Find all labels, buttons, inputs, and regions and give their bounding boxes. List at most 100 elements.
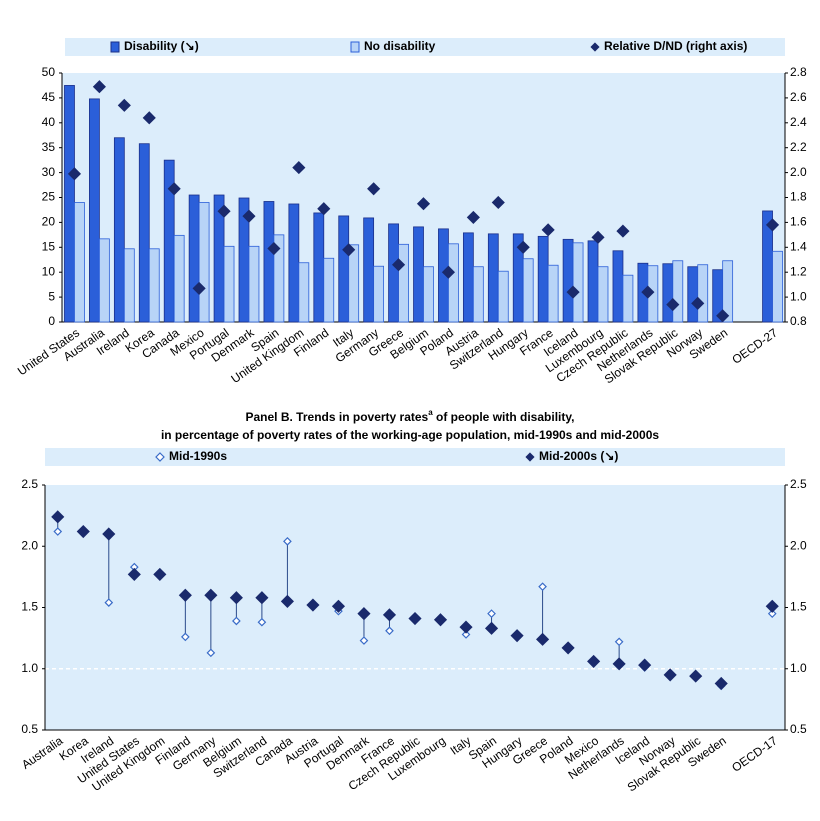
bar	[597, 266, 609, 323]
y2-tick-label: 2.6	[790, 90, 807, 104]
diamond-marker	[280, 594, 294, 608]
diamond-marker	[76, 524, 90, 539]
diamond-marker	[255, 591, 269, 605]
diamond-marker	[192, 281, 206, 295]
diamond-marker	[382, 608, 397, 622]
bar	[288, 203, 300, 323]
diamond-marker	[666, 298, 680, 312]
y2-tick-label: 2.5	[790, 477, 807, 491]
diamond-marker	[408, 611, 422, 626]
bar	[223, 245, 235, 323]
y-tick-label: 2.0	[21, 538, 38, 552]
y-tick-label: 5	[48, 289, 55, 303]
diamond-marker	[616, 224, 630, 238]
diamond-marker	[142, 111, 156, 125]
diamond-marker	[153, 567, 167, 581]
bar	[89, 98, 100, 323]
bar	[662, 263, 674, 323]
bar	[373, 265, 385, 323]
diamond-marker	[461, 630, 471, 639]
bar	[148, 248, 160, 323]
diamond-marker	[267, 241, 281, 256]
y-tick-label: 30	[42, 165, 56, 179]
diamond-marker	[663, 668, 677, 682]
bar	[572, 242, 584, 323]
diamond-marker	[167, 182, 181, 196]
legend-label: No disability	[364, 39, 436, 53]
bar	[423, 266, 434, 323]
bar	[622, 274, 634, 323]
bar	[522, 258, 534, 323]
legend-swatch	[110, 41, 120, 53]
diamond-marker	[714, 676, 728, 691]
diamond-marker	[102, 527, 116, 541]
bar	[298, 262, 310, 323]
bar	[363, 217, 375, 323]
diamond-marker	[331, 599, 346, 613]
diamond-marker	[232, 616, 241, 626]
title-text: Panel B. Trends in poverty rates	[246, 410, 429, 424]
legend-label: Disability (↘)	[124, 39, 199, 53]
y-tick-label: 2.5	[21, 477, 38, 491]
y-tick-label: 0.5	[21, 722, 38, 736]
y-tick-label: 20	[42, 215, 56, 229]
bar	[772, 250, 783, 323]
bar	[547, 264, 559, 323]
legend-background	[65, 38, 785, 56]
bar	[497, 270, 509, 323]
bar	[687, 266, 699, 323]
y-tick-label: 1.5	[21, 600, 38, 614]
diamond-marker	[206, 648, 216, 658]
diamond-marker	[317, 202, 331, 216]
x-tick-label: OECD-27	[729, 325, 780, 366]
bar	[348, 244, 360, 323]
bar	[487, 233, 499, 323]
bar	[273, 234, 285, 323]
y2-tick-label: 2.0	[790, 165, 807, 179]
diamond-marker	[180, 632, 190, 642]
y-tick-label: 25	[42, 190, 56, 204]
diamond-marker	[510, 629, 524, 643]
plot-background	[45, 485, 785, 730]
diamond-marker	[178, 588, 192, 602]
bar	[448, 243, 459, 323]
diamond-marker	[242, 209, 256, 223]
y-tick-label: 50	[42, 65, 56, 79]
diamond-marker	[487, 609, 496, 618]
legend-label: Relative D/ND (right axis)	[604, 39, 747, 53]
diamond-marker	[117, 98, 131, 112]
diamond-marker	[67, 167, 82, 181]
y2-tick-label: 1.8	[790, 190, 807, 204]
legend-swatch	[525, 452, 535, 462]
panel-title: Panel B. Trends in poverty ratesa of peo…	[246, 408, 575, 424]
diamond-marker	[51, 510, 65, 524]
y2-tick-label: 0.8	[790, 314, 807, 328]
title-text-rest: of people with disability,	[433, 410, 575, 424]
bar	[722, 260, 734, 323]
bar	[413, 226, 424, 323]
diamond-marker	[257, 617, 267, 627]
y2-tick-label: 1.4	[790, 239, 807, 253]
diamond-marker	[342, 243, 356, 257]
diamond-marker	[92, 80, 106, 94]
diamond-marker	[689, 669, 703, 683]
y2-tick-label: 0.5	[790, 722, 807, 736]
diamond-marker	[385, 626, 394, 636]
diamond-marker	[516, 240, 530, 254]
bar	[198, 202, 210, 323]
diamond-marker	[127, 567, 141, 581]
bar	[587, 240, 599, 323]
y-tick-label: 40	[42, 115, 56, 129]
diamond-marker	[716, 309, 730, 323]
bar	[323, 257, 335, 323]
legend-label: Mid-2000s (↘)	[539, 449, 618, 463]
bar	[338, 215, 350, 323]
diamond-marker	[229, 591, 243, 605]
y2-tick-label: 2.2	[790, 140, 807, 154]
diamond-marker	[536, 632, 550, 646]
diamond-marker	[217, 204, 231, 218]
legend-label: Mid-1990s	[169, 449, 227, 463]
bar	[123, 248, 135, 323]
y2-tick-label: 2.4	[790, 115, 807, 129]
x-tick-label: OECD-17	[729, 733, 780, 774]
